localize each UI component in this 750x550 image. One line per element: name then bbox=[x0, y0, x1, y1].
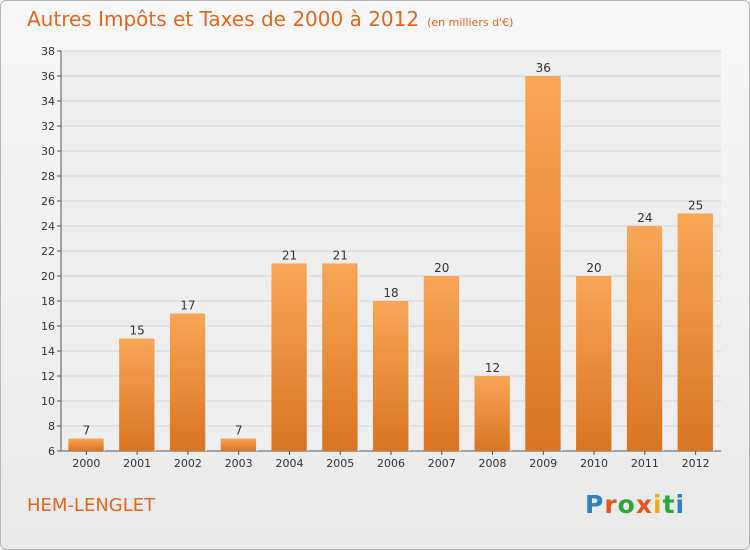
bar-2002 bbox=[169, 313, 206, 451]
x-tick-label-2006: 2006 bbox=[377, 457, 405, 470]
x-tick-label-2003: 2003 bbox=[225, 457, 253, 470]
y-tick-label: 36 bbox=[41, 70, 55, 83]
chart-title: Autres Impôts et Taxes de 2000 à 2012 (en… bbox=[27, 7, 513, 31]
data-label-2007: 20 bbox=[434, 261, 449, 275]
x-tick-label-2012: 2012 bbox=[682, 457, 710, 470]
bar-2010 bbox=[576, 276, 613, 451]
x-tick-label-2007: 2007 bbox=[428, 457, 456, 470]
data-label-2002: 17 bbox=[180, 299, 195, 313]
data-label-2005: 21 bbox=[333, 249, 348, 263]
y-tick-label: 20 bbox=[41, 270, 55, 283]
x-tick-label-2010: 2010 bbox=[580, 457, 608, 470]
bar-2012 bbox=[677, 213, 714, 451]
x-tick-label-2009: 2009 bbox=[529, 457, 557, 470]
bar-2000 bbox=[68, 438, 105, 451]
data-label-2008: 12 bbox=[485, 361, 500, 375]
data-label-2011: 24 bbox=[637, 211, 652, 225]
bar-2006 bbox=[373, 301, 409, 451]
x-tick-label-2005: 2005 bbox=[326, 457, 354, 470]
y-tick-label: 26 bbox=[41, 195, 55, 208]
bar-2011 bbox=[626, 226, 663, 451]
x-tick-label-2004: 2004 bbox=[275, 457, 303, 470]
x-tick-label-2008: 2008 bbox=[479, 457, 507, 470]
bar-2005 bbox=[322, 263, 359, 451]
data-label-2012: 25 bbox=[688, 199, 703, 213]
y-tick-label: 30 bbox=[41, 145, 55, 158]
chart-unit-subtitle: (en milliers d'€) bbox=[427, 16, 514, 29]
y-tick-label: 10 bbox=[41, 395, 55, 408]
y-tick-label: 38 bbox=[41, 45, 55, 58]
bar-2008 bbox=[474, 376, 511, 451]
logo-letter: P bbox=[585, 490, 605, 519]
chart-title-text: Autres Impôts et Taxes de 2000 à 2012 bbox=[27, 7, 420, 31]
y-tick-label: 24 bbox=[41, 220, 55, 233]
data-label-2004: 21 bbox=[282, 249, 297, 263]
data-label-2006: 18 bbox=[383, 286, 398, 300]
x-tick-label-2000: 2000 bbox=[72, 457, 100, 470]
y-tick-label: 14 bbox=[41, 345, 55, 358]
y-tick-label: 22 bbox=[41, 245, 55, 258]
data-label-2003: 7 bbox=[235, 424, 243, 438]
logo-letter: t bbox=[662, 490, 676, 519]
bar-2001 bbox=[119, 338, 156, 451]
x-tick-label-2001: 2001 bbox=[123, 457, 151, 470]
data-label-2009: 36 bbox=[536, 61, 551, 75]
logo-letter: i bbox=[653, 490, 663, 519]
logo-letter: r bbox=[604, 490, 618, 519]
y-tick-label: 34 bbox=[41, 95, 55, 108]
commune-name: HEM-LENGLET bbox=[27, 495, 156, 516]
data-label-2001: 15 bbox=[130, 324, 145, 338]
y-tick-label: 32 bbox=[41, 120, 55, 133]
y-tick-label: 28 bbox=[41, 170, 55, 183]
logo-letter: i bbox=[675, 490, 686, 519]
logo-letter: x bbox=[635, 490, 653, 519]
bar-2009 bbox=[525, 76, 562, 451]
y-tick-label: 12 bbox=[41, 370, 55, 383]
proxiti-logo: Proxiti bbox=[585, 490, 685, 519]
x-tick-label-2002: 2002 bbox=[174, 457, 202, 470]
bar-2003 bbox=[220, 438, 257, 451]
logo-letter: o bbox=[617, 490, 636, 519]
bar-2007 bbox=[423, 276, 460, 451]
y-tick-label: 6 bbox=[48, 445, 55, 458]
x-tick-label-2011: 2011 bbox=[631, 457, 659, 470]
data-label-2000: 7 bbox=[83, 424, 91, 438]
data-label-2010: 20 bbox=[586, 261, 601, 275]
y-tick-label: 18 bbox=[41, 295, 55, 308]
y-tick-label: 16 bbox=[41, 320, 55, 333]
y-tick-label: 8 bbox=[48, 420, 55, 433]
bar-2004 bbox=[271, 263, 308, 451]
